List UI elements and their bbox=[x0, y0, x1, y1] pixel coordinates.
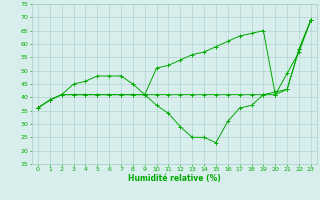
X-axis label: Humidité relative (%): Humidité relative (%) bbox=[128, 174, 221, 183]
